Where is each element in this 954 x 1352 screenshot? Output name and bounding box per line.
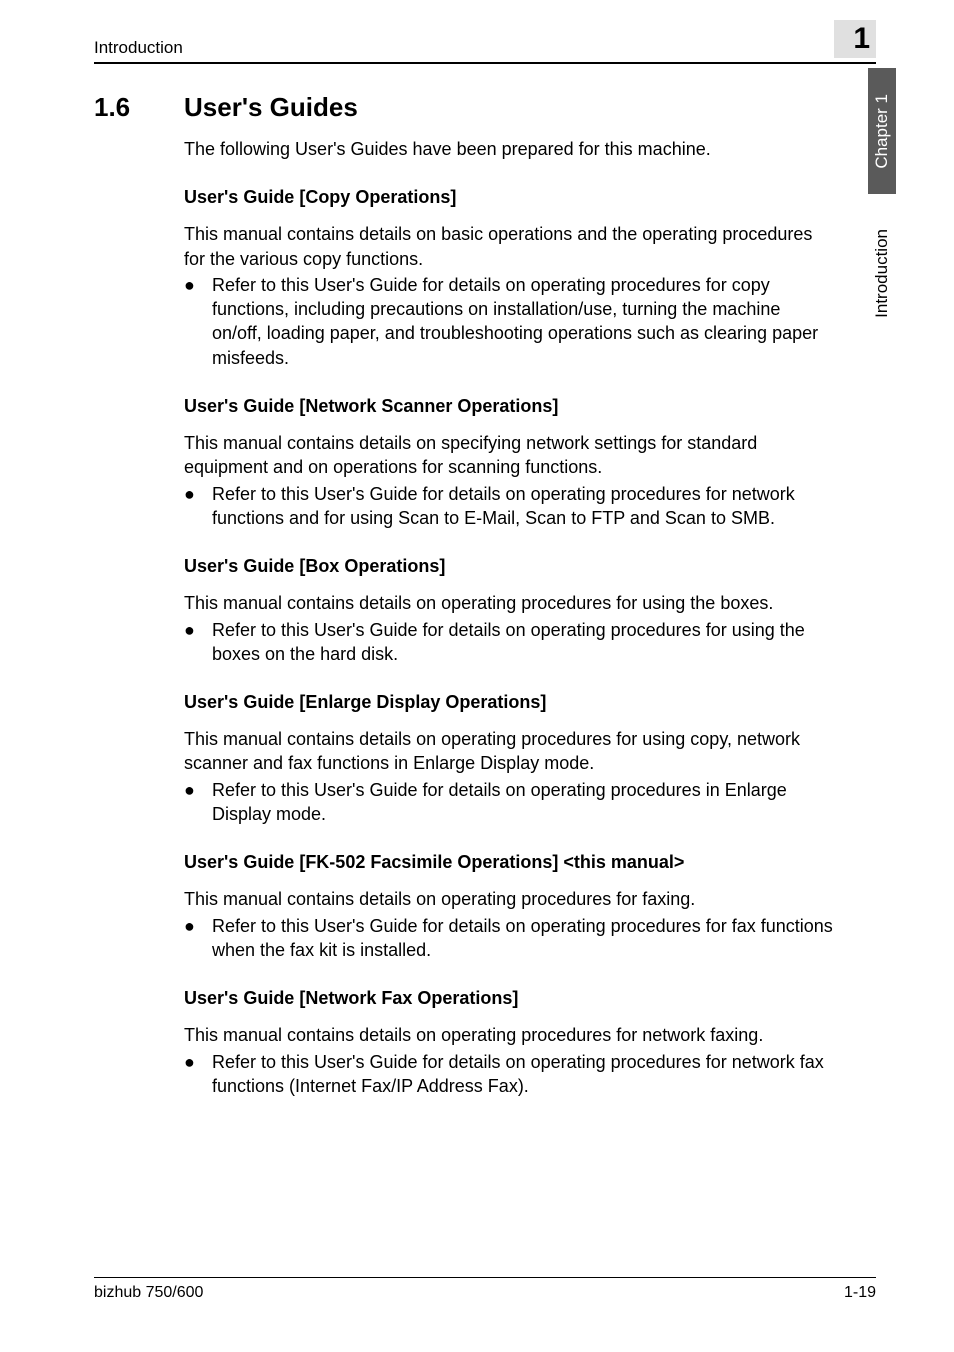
bullet-icon: ● bbox=[184, 273, 212, 370]
guide-bullet-text: Refer to this User's Guide for details o… bbox=[212, 482, 834, 531]
guide-bullet-row: ● Refer to this User's Guide for details… bbox=[184, 273, 834, 370]
guide-heading: User's Guide [Box Operations] bbox=[184, 556, 834, 577]
guide-bullet-text: Refer to this User's Guide for details o… bbox=[212, 273, 834, 370]
document-page: Introduction 1 Chapter 1 Introduction 1.… bbox=[0, 0, 954, 1352]
guide-bullet-text: Refer to this User's Guide for details o… bbox=[212, 1050, 834, 1099]
bullet-icon: ● bbox=[184, 778, 212, 827]
guide-body: This manual contains details on operatin… bbox=[184, 887, 834, 911]
footer-product-name: bizhub 750/600 bbox=[94, 1284, 203, 1302]
side-tab-section-label: Introduction bbox=[872, 229, 892, 318]
footer-page-number: 1-19 bbox=[844, 1284, 876, 1302]
section-number: 1.6 bbox=[94, 92, 184, 123]
side-tab-section: Introduction bbox=[868, 204, 896, 342]
content-area: 1.6 User's Guides The following User's G… bbox=[94, 92, 834, 1124]
running-header-title: Introduction bbox=[94, 38, 183, 57]
side-tab-chapter: Chapter 1 bbox=[868, 68, 896, 194]
guide-body: This manual contains details on basic op… bbox=[184, 222, 834, 271]
guide-body: This manual contains details on operatin… bbox=[184, 1023, 834, 1047]
guide-heading: User's Guide [Enlarge Display Operations… bbox=[184, 692, 834, 713]
chapter-badge: 1 bbox=[834, 20, 876, 58]
bullet-icon: ● bbox=[184, 482, 212, 531]
bullet-icon: ● bbox=[184, 618, 212, 667]
guide-body: This manual contains details on operatin… bbox=[184, 591, 834, 615]
guide-bullet-text: Refer to this User's Guide for details o… bbox=[212, 914, 834, 963]
guide-bullet-row: ● Refer to this User's Guide for details… bbox=[184, 482, 834, 531]
guide-bullet-row: ● Refer to this User's Guide for details… bbox=[184, 1050, 834, 1099]
header-bar: Introduction bbox=[94, 38, 876, 64]
guide-heading: User's Guide [Network Fax Operations] bbox=[184, 988, 834, 1009]
guide-bullet-row: ● Refer to this User's Guide for details… bbox=[184, 914, 834, 963]
chapter-badge-number: 1 bbox=[853, 22, 870, 56]
side-tab-chapter-label: Chapter 1 bbox=[872, 94, 892, 169]
guide-bullet-text: Refer to this User's Guide for details o… bbox=[212, 778, 834, 827]
guide-heading: User's Guide [Copy Operations] bbox=[184, 187, 834, 208]
bullet-icon: ● bbox=[184, 1050, 212, 1099]
section-intro-text: The following User's Guides have been pr… bbox=[184, 137, 834, 161]
section-title: User's Guides bbox=[184, 92, 358, 123]
bullet-icon: ● bbox=[184, 914, 212, 963]
footer: bizhub 750/600 1-19 bbox=[94, 1277, 876, 1302]
guide-bullet-row: ● Refer to this User's Guide for details… bbox=[184, 618, 834, 667]
section-heading-row: 1.6 User's Guides bbox=[94, 92, 834, 123]
guide-heading: User's Guide [FK-502 Facsimile Operation… bbox=[184, 852, 834, 873]
guide-bullet-text: Refer to this User's Guide for details o… bbox=[212, 618, 834, 667]
guide-body: This manual contains details on operatin… bbox=[184, 727, 834, 776]
guide-bullet-row: ● Refer to this User's Guide for details… bbox=[184, 778, 834, 827]
guide-heading: User's Guide [Network Scanner Operations… bbox=[184, 396, 834, 417]
guide-body: This manual contains details on specifyi… bbox=[184, 431, 834, 480]
